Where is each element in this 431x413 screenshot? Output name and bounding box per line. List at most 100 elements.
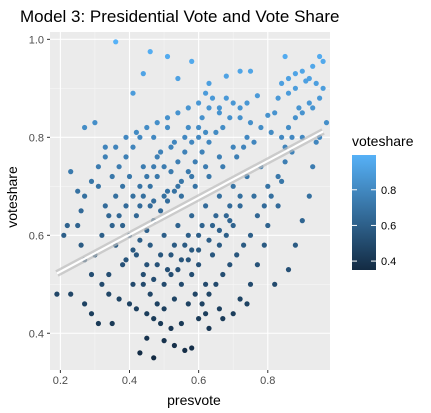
data-point [282, 159, 288, 165]
data-point [261, 203, 267, 209]
data-point [227, 262, 233, 268]
y-axis-title: voteshare [4, 166, 20, 228]
data-point [109, 222, 115, 229]
data-point [189, 345, 195, 351]
x-tick-label: 0.2 [53, 375, 68, 387]
data-point [213, 281, 219, 287]
x-tick-label: 0.6 [191, 375, 206, 387]
data-point [285, 75, 292, 82]
data-point [227, 203, 233, 209]
data-point [113, 193, 119, 199]
data-point [175, 183, 181, 189]
data-point [206, 105, 212, 111]
data-point [120, 222, 126, 229]
data-point [196, 247, 202, 253]
data-point [151, 276, 157, 282]
data-point [109, 173, 115, 180]
data-point [82, 124, 88, 131]
data-point [158, 252, 164, 258]
data-point [140, 271, 146, 278]
data-point [151, 316, 157, 322]
data-point [227, 115, 233, 121]
data-point [227, 218, 233, 224]
data-point [247, 232, 254, 238]
data-point [196, 124, 202, 131]
data-point [182, 347, 188, 353]
data-point [82, 193, 88, 199]
data-point [126, 173, 133, 180]
data-point [230, 144, 236, 150]
data-point [196, 100, 202, 106]
data-point [289, 134, 295, 140]
data-point [216, 227, 222, 233]
data-point [265, 222, 271, 229]
data-point [209, 95, 216, 101]
data-point [147, 291, 153, 297]
data-point [203, 164, 209, 170]
x-axis-title: presvote [167, 392, 221, 408]
data-point [133, 129, 139, 135]
data-point [206, 80, 212, 86]
data-point [161, 164, 167, 170]
data-point [189, 213, 195, 219]
data-point [161, 232, 167, 238]
data-point [203, 90, 209, 96]
data-point [168, 271, 174, 278]
data-point [151, 134, 157, 140]
data-point [206, 237, 212, 243]
data-point [237, 68, 243, 74]
data-point [220, 124, 226, 131]
data-point [175, 222, 181, 229]
data-point [230, 311, 236, 317]
data-point [317, 53, 323, 60]
scatter-points [54, 39, 330, 361]
data-point [285, 90, 292, 96]
data-point [279, 178, 285, 184]
data-point [216, 105, 222, 111]
data-point [140, 71, 146, 77]
data-point [223, 73, 229, 79]
data-point [68, 169, 74, 175]
data-point [196, 262, 202, 268]
data-point [161, 281, 167, 287]
y-tick-label: 0.4 [29, 328, 44, 340]
data-point [175, 159, 181, 165]
data-point [106, 291, 112, 297]
data-point [102, 144, 108, 150]
data-point [95, 164, 101, 170]
data-point [78, 208, 84, 214]
data-point [185, 257, 191, 263]
y-axis-ticks: 0.4 0.6 0.8 1.0 [29, 34, 50, 340]
data-point [303, 78, 309, 84]
data-point [285, 267, 292, 273]
data-point [164, 198, 171, 204]
data-point [95, 320, 101, 327]
data-point [154, 301, 160, 307]
data-point [158, 149, 164, 155]
data-point [279, 80, 285, 86]
data-point [120, 262, 126, 268]
data-point [199, 222, 205, 229]
legend-tick-label: 0.4 [381, 256, 396, 268]
data-point [206, 325, 212, 331]
y-tick-label: 0.6 [29, 230, 44, 242]
data-point [164, 53, 171, 60]
data-point [109, 320, 115, 327]
data-point [68, 291, 74, 297]
data-point [151, 164, 157, 170]
data-point [178, 281, 184, 287]
data-point [54, 291, 60, 297]
data-point [151, 355, 157, 361]
x-tick-label: 0.8 [260, 375, 275, 387]
chart-title: Model 3: Presidential Vote and Vote Shar… [20, 7, 339, 26]
data-point [313, 80, 319, 86]
data-point [292, 242, 298, 248]
data-point [299, 110, 305, 116]
data-point [130, 281, 136, 287]
data-point [247, 281, 254, 287]
data-point [234, 154, 240, 160]
data-point [313, 139, 319, 145]
data-point [123, 257, 129, 263]
data-point [323, 120, 330, 126]
data-point [216, 193, 222, 199]
